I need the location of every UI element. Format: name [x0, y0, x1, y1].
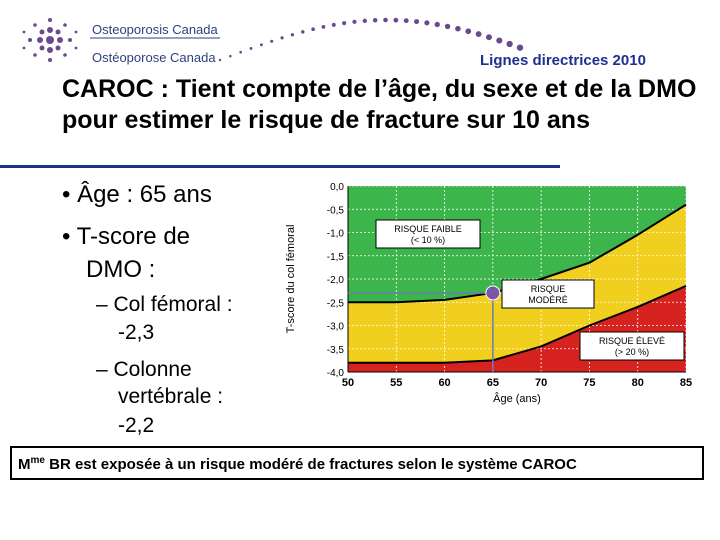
y-axis-title: T-score du col fémoral: [285, 225, 297, 334]
x-tick-label: 55: [390, 377, 402, 389]
sub-bullet-femoral-neck-value: -2,3: [118, 321, 155, 344]
sub-bullet-spine: – Colonne: [96, 358, 192, 381]
y-tick-label: -3,5: [327, 345, 345, 356]
zone-label-box-high: [579, 331, 685, 361]
zone-label-high-sub: (> 20 %): [615, 347, 649, 357]
bullet-tscore: • T-score de: [62, 223, 191, 250]
patient-marker: [485, 285, 501, 301]
sub-bullet-femoral-neck: – Col fémoral :: [96, 293, 233, 316]
y-tick-label: -4,0: [327, 368, 345, 379]
zone-moderate-risk: [348, 204, 686, 363]
x-tick-label: 50: [342, 377, 354, 389]
y-tick-label: -3,0: [327, 322, 345, 333]
decorative-dots-icon: [218, 17, 524, 62]
sub-bullet-spine-value: -2,2: [118, 414, 155, 437]
y-tick-label: -0,5: [327, 205, 345, 216]
zone-label-moderate-2: MODÉRÉ: [528, 295, 568, 305]
series-line-2: [348, 285, 687, 364]
x-tick-label: 65: [487, 377, 499, 389]
bullet-tscore-cont: DMO :: [86, 256, 156, 283]
page-title: CAROC : Tient compte de l’âge, du sexe e…: [62, 75, 697, 134]
zone-label-box-moderate: [501, 279, 595, 309]
bullet-age: • Âge : 65 ans: [62, 181, 212, 208]
y-tick-label: 0,0: [330, 182, 344, 193]
conclusion-rest: BR est exposée à un risque modéré de fra…: [44, 456, 577, 473]
y-tick-label: -1,5: [327, 252, 345, 263]
zone-label-box-low: [375, 219, 481, 249]
conclusion-box: [10, 446, 704, 480]
y-tick-label: -2,5: [327, 298, 345, 309]
sub-bullet-spine-cont: vertébrale :: [118, 385, 224, 408]
x-tick-label: 75: [583, 377, 595, 389]
zone-label-low: RISQUE FAIBLE: [394, 224, 462, 234]
logo-text-fr: Ostéoporose Canada: [92, 50, 216, 65]
caroc-chart: 0,0 -0,5 -1,0 -1,5 -2,0 -2,5 -3,0 -3,5 -4,050 55 6…: [285, 182, 692, 405]
zone-low-risk: [348, 186, 686, 303]
zone-label-moderate-1: RISQUE: [531, 284, 566, 294]
logo-text-en: Osteoporosis Canada: [92, 22, 218, 37]
zone-label-low-sub: (< 10 %): [411, 235, 445, 245]
x-tick-label: 60: [438, 377, 450, 389]
x-tick-label: 70: [535, 377, 547, 389]
osteoporosis-logo-icon: [22, 18, 220, 62]
x-tick-label: 80: [632, 377, 644, 389]
conclusion-superscript: me: [30, 455, 45, 466]
y-tick-label: -1,0: [327, 229, 345, 240]
guidelines-subtitle: Lignes directrices 2010: [480, 52, 646, 69]
x-tick-label: 85: [680, 377, 692, 389]
x-axis-title: Âge (ans): [493, 392, 541, 405]
conclusion-text: Mme BR est exposée à un risque modéré de…: [18, 455, 577, 473]
zone-label-high: RISQUE ÉLEVÉ: [599, 336, 665, 346]
title-underline: [0, 165, 560, 168]
y-tick-label: -2,0: [327, 275, 345, 286]
conclusion-prefix: M: [18, 456, 31, 473]
